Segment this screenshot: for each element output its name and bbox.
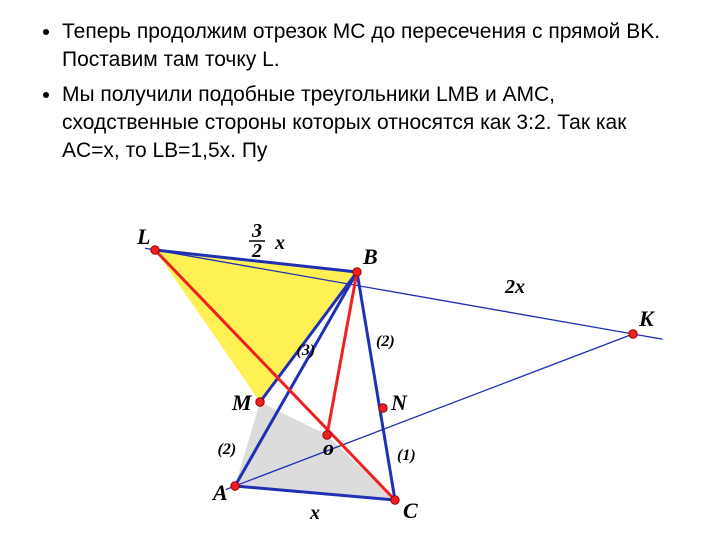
label-m: M [231, 390, 253, 415]
label-bk: 2x [504, 276, 525, 298]
label-c: C [403, 498, 418, 523]
point-n [379, 404, 387, 412]
label-bm-ratio: (3) [297, 342, 316, 359]
bullet-2: Мы получили подобные треугольники LMB и … [62, 81, 680, 166]
point-a [231, 482, 239, 490]
label-lb-den: 2 [251, 240, 262, 262]
label-l: L [136, 224, 150, 249]
label-n: N [390, 390, 408, 415]
point-b [353, 268, 361, 276]
point-m [256, 398, 264, 406]
label-ac: x [309, 502, 320, 524]
label-k: K [638, 306, 655, 331]
bullet-list: Теперь продолжим отрезок MC до пересечен… [40, 18, 680, 166]
point-l [151, 246, 159, 254]
label-b: B [362, 244, 378, 269]
label-lb-num: 3 [251, 220, 262, 242]
label-bn-ratio: (2) [376, 333, 395, 350]
label-o: o [323, 435, 334, 460]
label-nc-ratio: (1) [397, 447, 416, 464]
label-ma-ratio: (2) [218, 441, 237, 458]
point-c [391, 496, 399, 504]
label-lb-x: x [274, 232, 285, 254]
geometry-diagram: LBKMACNo32x2xx(3)(2)(2)(1) [95, 220, 695, 530]
label-a: A [211, 480, 228, 505]
point-k [629, 330, 637, 338]
bullet-1: Теперь продолжим отрезок MC до пересечен… [62, 18, 680, 75]
